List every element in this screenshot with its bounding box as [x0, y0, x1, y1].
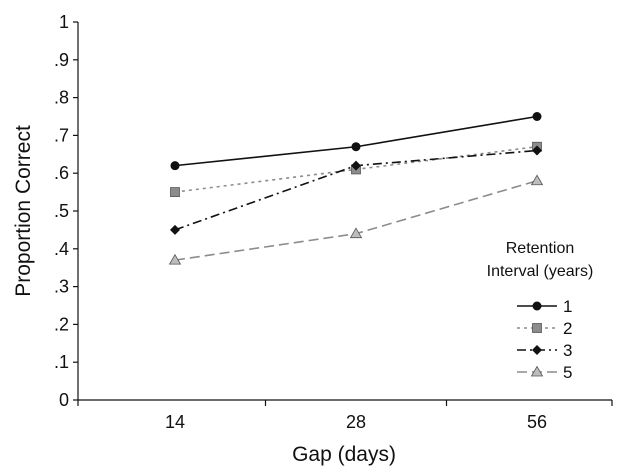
series-1-point	[170, 161, 180, 171]
y-tick-label: .7	[54, 125, 69, 145]
legend-title-line-1: Retention	[506, 240, 575, 257]
y-tick-label: .9	[54, 50, 69, 70]
x-tick-label: 14	[165, 412, 185, 432]
axes: 0 .1 .2 .3 .4 .5 .6 .7 .8 .9 1 14 28 56	[54, 12, 613, 432]
x-tick-label: 28	[346, 412, 366, 432]
y-tick-label: .4	[54, 239, 69, 259]
plot-area	[168, 112, 544, 265]
legend-label-3: 3	[563, 341, 572, 360]
x-tick-label: 56	[527, 412, 547, 432]
series-5-point	[168, 253, 182, 265]
series-5-line	[174, 179, 538, 261]
series-1-line	[174, 115, 538, 167]
legend-title-line-2: Interval (years)	[487, 263, 594, 280]
y-tick-label: .2	[54, 314, 69, 334]
y-tick-label: 0	[59, 390, 69, 410]
y-tick-label: .5	[54, 201, 69, 221]
series-1-point	[351, 142, 361, 152]
series-3-point	[351, 160, 361, 171]
y-tick-label: 1	[59, 12, 69, 32]
legend-marker-2	[532, 323, 542, 333]
legend-marker-5	[530, 365, 544, 377]
series-1-point	[532, 112, 542, 121]
x-axis-title: Gap (days)	[292, 443, 396, 466]
series-2-point	[170, 187, 180, 198]
series-3-point	[170, 224, 180, 235]
y-axis-title: Proportion Correct	[12, 125, 35, 297]
series-5-point	[349, 227, 363, 239]
series-5-point	[530, 174, 544, 186]
legend: Retention Interval (years) 1 2 3 5	[487, 240, 594, 382]
legend-label-5: 5	[563, 363, 572, 382]
legend-label-2: 2	[563, 319, 572, 338]
legend-marker-3	[532, 345, 542, 355]
legend-label-1: 1	[563, 297, 572, 316]
y-tick-label: .1	[54, 352, 69, 372]
series-3-point	[532, 145, 542, 156]
y-tick-label: .8	[54, 88, 69, 108]
legend-marker-1	[532, 301, 542, 311]
y-tick-label: .3	[54, 277, 69, 297]
y-tick-label: .6	[54, 163, 69, 183]
